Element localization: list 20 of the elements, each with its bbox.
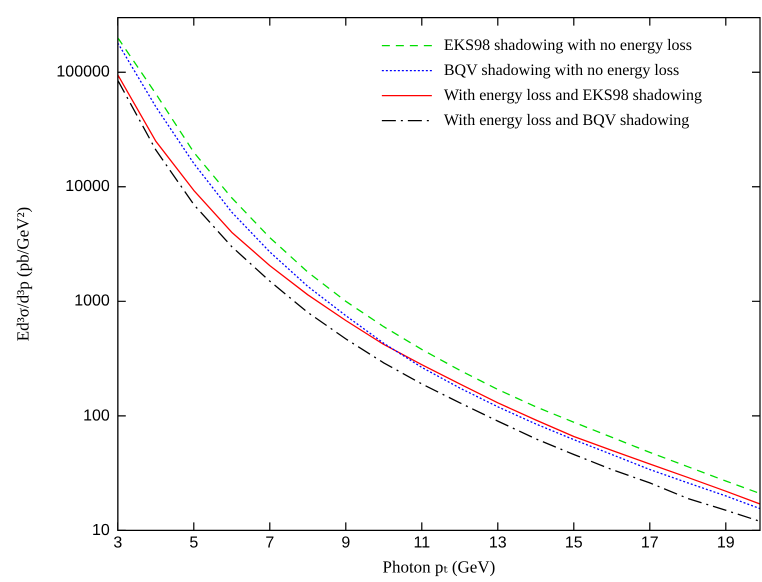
legend-label: With energy loss and EKS98 shadowing: [444, 86, 702, 104]
x-tick-label: 19: [716, 534, 735, 552]
y-tick-label: 1000: [74, 292, 110, 310]
x-tick-label: 11: [413, 534, 430, 552]
legend-label: EKS98 shadowing with no energy loss: [444, 36, 692, 54]
legend-label: BQV shadowing with no energy loss: [444, 62, 680, 79]
x-axis-title: Photon pₜ (GeV): [382, 557, 496, 576]
x-tick-label: 13: [488, 534, 507, 552]
x-tick-label: 17: [640, 534, 659, 552]
x-tick-label: 7: [265, 534, 274, 552]
x-tick-label: 15: [564, 534, 583, 552]
y-tick-label: 10: [92, 522, 110, 539]
y-tick-label: 100: [83, 407, 110, 424]
x-tick-label: 5: [189, 534, 198, 552]
legend-label: With energy loss and BQV shadowing: [444, 112, 690, 129]
y-axis-title: Ed³σ/d³p (pb/GeV²): [14, 206, 33, 342]
y-tick-label: 100000: [56, 64, 110, 81]
x-tick-label: 3: [113, 534, 122, 552]
y-tick-label: 10000: [65, 178, 110, 196]
x-tick-label: 9: [341, 534, 350, 552]
